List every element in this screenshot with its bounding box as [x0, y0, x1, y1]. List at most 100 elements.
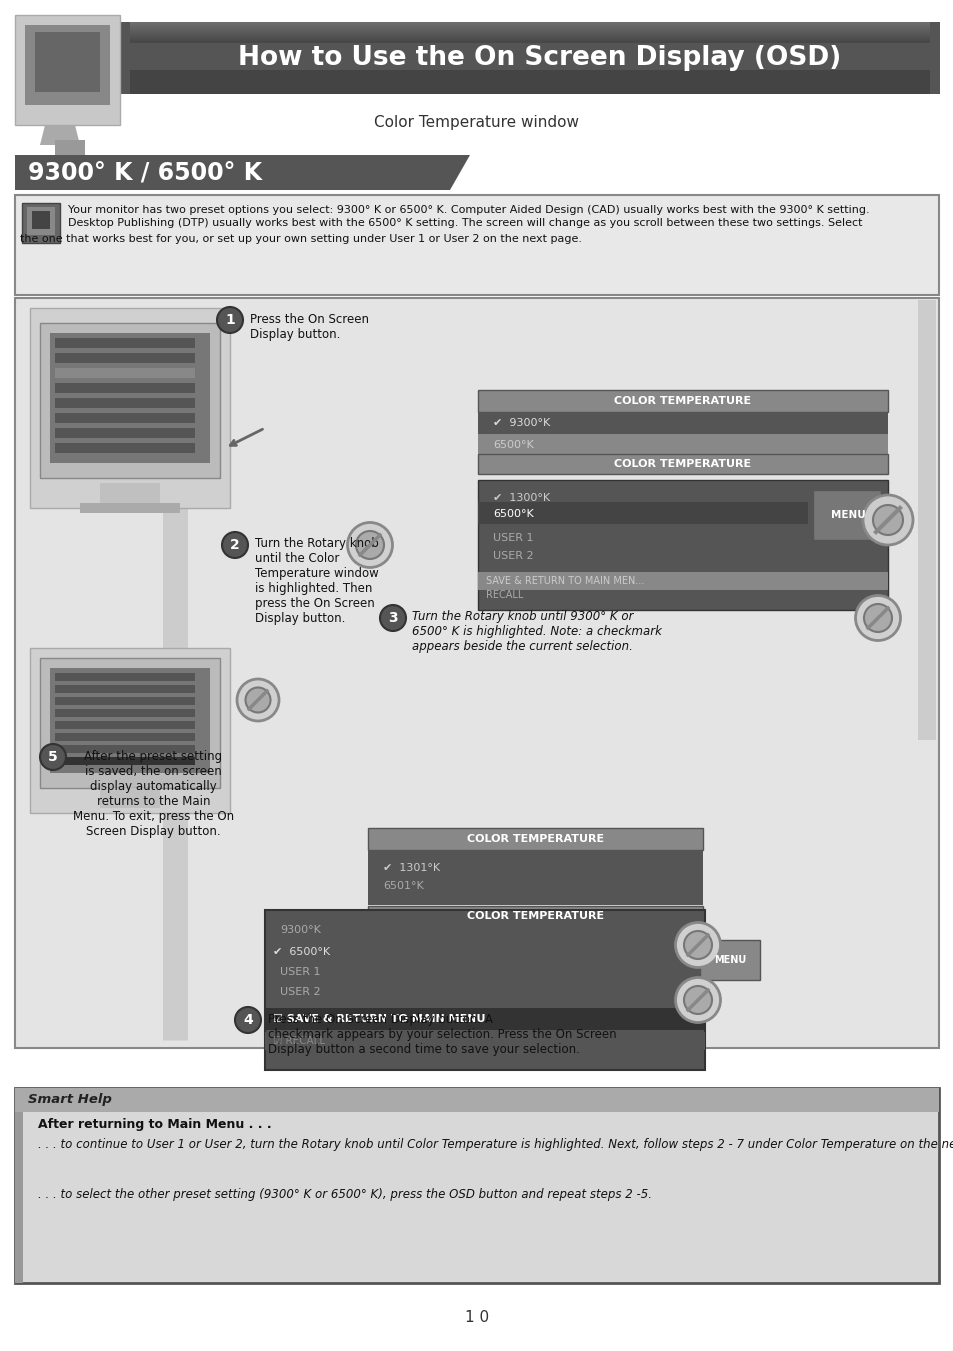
Text: MENU: MENU [830, 509, 864, 520]
Text: 1: 1 [225, 313, 234, 327]
Bar [32, 211, 50, 230]
Text: ✔  6500°K: ✔ 6500°K [273, 947, 330, 957]
Ellipse shape [872, 505, 902, 535]
Bar [130, 39, 929, 41]
Text: COLOR TEMPERATURE: COLOR TEMPERATURE [466, 911, 603, 921]
Bar [130, 22, 929, 24]
Text: RECALL: RECALL [485, 590, 523, 600]
Ellipse shape [683, 986, 711, 1015]
Ellipse shape [675, 923, 720, 967]
Bar [130, 70, 929, 95]
Bar [55, 709, 194, 717]
Bar [15, 1088, 938, 1112]
Bar [130, 41, 929, 43]
Bar [265, 1032, 704, 1050]
Bar [55, 353, 194, 363]
Bar [15, 299, 938, 1048]
Bar [30, 648, 230, 813]
Bar [812, 490, 880, 540]
Bar [917, 300, 935, 740]
Bar [130, 34, 929, 36]
Bar [120, 22, 939, 95]
Text: COLOR TEMPERATURE: COLOR TEMPERATURE [614, 459, 751, 469]
Bar [55, 685, 194, 693]
Text: How to Use the On Screen Display (OSD): How to Use the On Screen Display (OSD) [238, 45, 841, 72]
Text: 6500°K: 6500°K [493, 440, 533, 450]
Bar [80, 503, 180, 513]
Text: Turn the Rotary knob
until the Color
Temperature window
is highlighted. Then
pre: Turn the Rotary knob until the Color Tem… [254, 536, 378, 626]
Text: COLOR TEMPERATURE: COLOR TEMPERATURE [466, 834, 603, 844]
Text: ✔  1300°K: ✔ 1300°K [493, 493, 550, 503]
Text: . . . to continue to User 1 or User 2, turn the Rotary knob until Color Temperat: . . . to continue to User 1 or User 2, t… [38, 1138, 953, 1151]
Circle shape [234, 1006, 261, 1034]
Text: COLOR TEMPERATURE: COLOR TEMPERATURE [614, 396, 751, 407]
Bar [368, 850, 702, 905]
Text: ☑ RECALL: ☑ RECALL [273, 1036, 325, 1046]
Bar [55, 382, 194, 393]
Bar [0, 0, 135, 170]
Ellipse shape [683, 931, 711, 959]
Bar [130, 28, 929, 31]
Text: USER 2: USER 2 [493, 551, 533, 561]
Text: Color Temperature window: Color Temperature window [375, 115, 578, 130]
Bar [15, 1088, 938, 1283]
Bar [130, 36, 929, 39]
Ellipse shape [355, 531, 384, 559]
Bar [477, 571, 887, 590]
Bar [55, 428, 194, 438]
Bar [130, 26, 929, 27]
Bar [15, 195, 938, 295]
Bar [130, 30, 929, 32]
Bar [120, 22, 939, 95]
Text: USER 1: USER 1 [280, 967, 320, 977]
Bar [130, 32, 929, 35]
Ellipse shape [863, 604, 891, 632]
Circle shape [40, 744, 66, 770]
Bar [477, 480, 887, 611]
Bar [55, 697, 194, 705]
Ellipse shape [236, 680, 278, 721]
Bar [130, 35, 929, 36]
Circle shape [379, 605, 406, 631]
Text: USER 2: USER 2 [280, 988, 320, 997]
Circle shape [222, 532, 248, 558]
Text: After returning to Main Menu . . .: After returning to Main Menu . . . [38, 1119, 272, 1131]
Bar [50, 332, 210, 463]
Circle shape [216, 307, 243, 332]
Text: Smart Help: Smart Help [28, 1093, 112, 1106]
Bar [15, 15, 120, 126]
Text: ✔  9300°K: ✔ 9300°K [493, 417, 550, 428]
Text: SAVE & RETURN TO MAIN MEN...: SAVE & RETURN TO MAIN MEN... [485, 576, 643, 586]
Text: Turn the Rotary knob until 9300° K or
6500° K is highlighted. Note: a checkmark
: Turn the Rotary knob until 9300° K or 65… [412, 611, 661, 653]
Polygon shape [15, 155, 470, 190]
Bar [25, 26, 110, 105]
Text: Press the On Screen
Display button.: Press the On Screen Display button. [250, 313, 369, 340]
Bar [100, 788, 160, 808]
Text: 2: 2 [230, 538, 239, 553]
Bar [55, 367, 194, 378]
Ellipse shape [675, 978, 720, 1023]
Text: Press the On Screen Display button. A
checkmark appears by your selection. Press: Press the On Screen Display button. A ch… [268, 1013, 616, 1056]
Bar [55, 757, 194, 765]
Bar [130, 24, 929, 26]
Bar [55, 367, 194, 378]
Bar [55, 673, 194, 681]
Bar [477, 390, 887, 412]
Bar [130, 31, 929, 32]
Bar [368, 828, 702, 850]
Bar [130, 26, 929, 28]
Text: Your monitor has two preset options you select: 9300° K or 6500° K. Computer Aid: Your monitor has two preset options you … [68, 205, 869, 215]
Bar [265, 1008, 704, 1029]
Bar [477, 503, 807, 524]
Bar [130, 32, 929, 34]
Text: . . . to select the other preset setting (9300° K or 6500° K), press the OSD but: . . . to select the other preset setting… [38, 1188, 651, 1201]
Text: Desktop Publishing (DTP) usually works best with the 6500° K setting. The screen: Desktop Publishing (DTP) usually works b… [68, 218, 862, 228]
Text: ☑ SAVE & RETURN TO MAIN MENU: ☑ SAVE & RETURN TO MAIN MENU [273, 1015, 485, 1024]
Bar [22, 203, 60, 243]
Text: ✔  1301°K: ✔ 1301°K [382, 863, 439, 873]
Bar [55, 443, 194, 453]
Ellipse shape [855, 596, 900, 640]
Bar [55, 338, 194, 349]
Bar [130, 36, 929, 38]
Text: USER 1: USER 1 [493, 534, 533, 543]
